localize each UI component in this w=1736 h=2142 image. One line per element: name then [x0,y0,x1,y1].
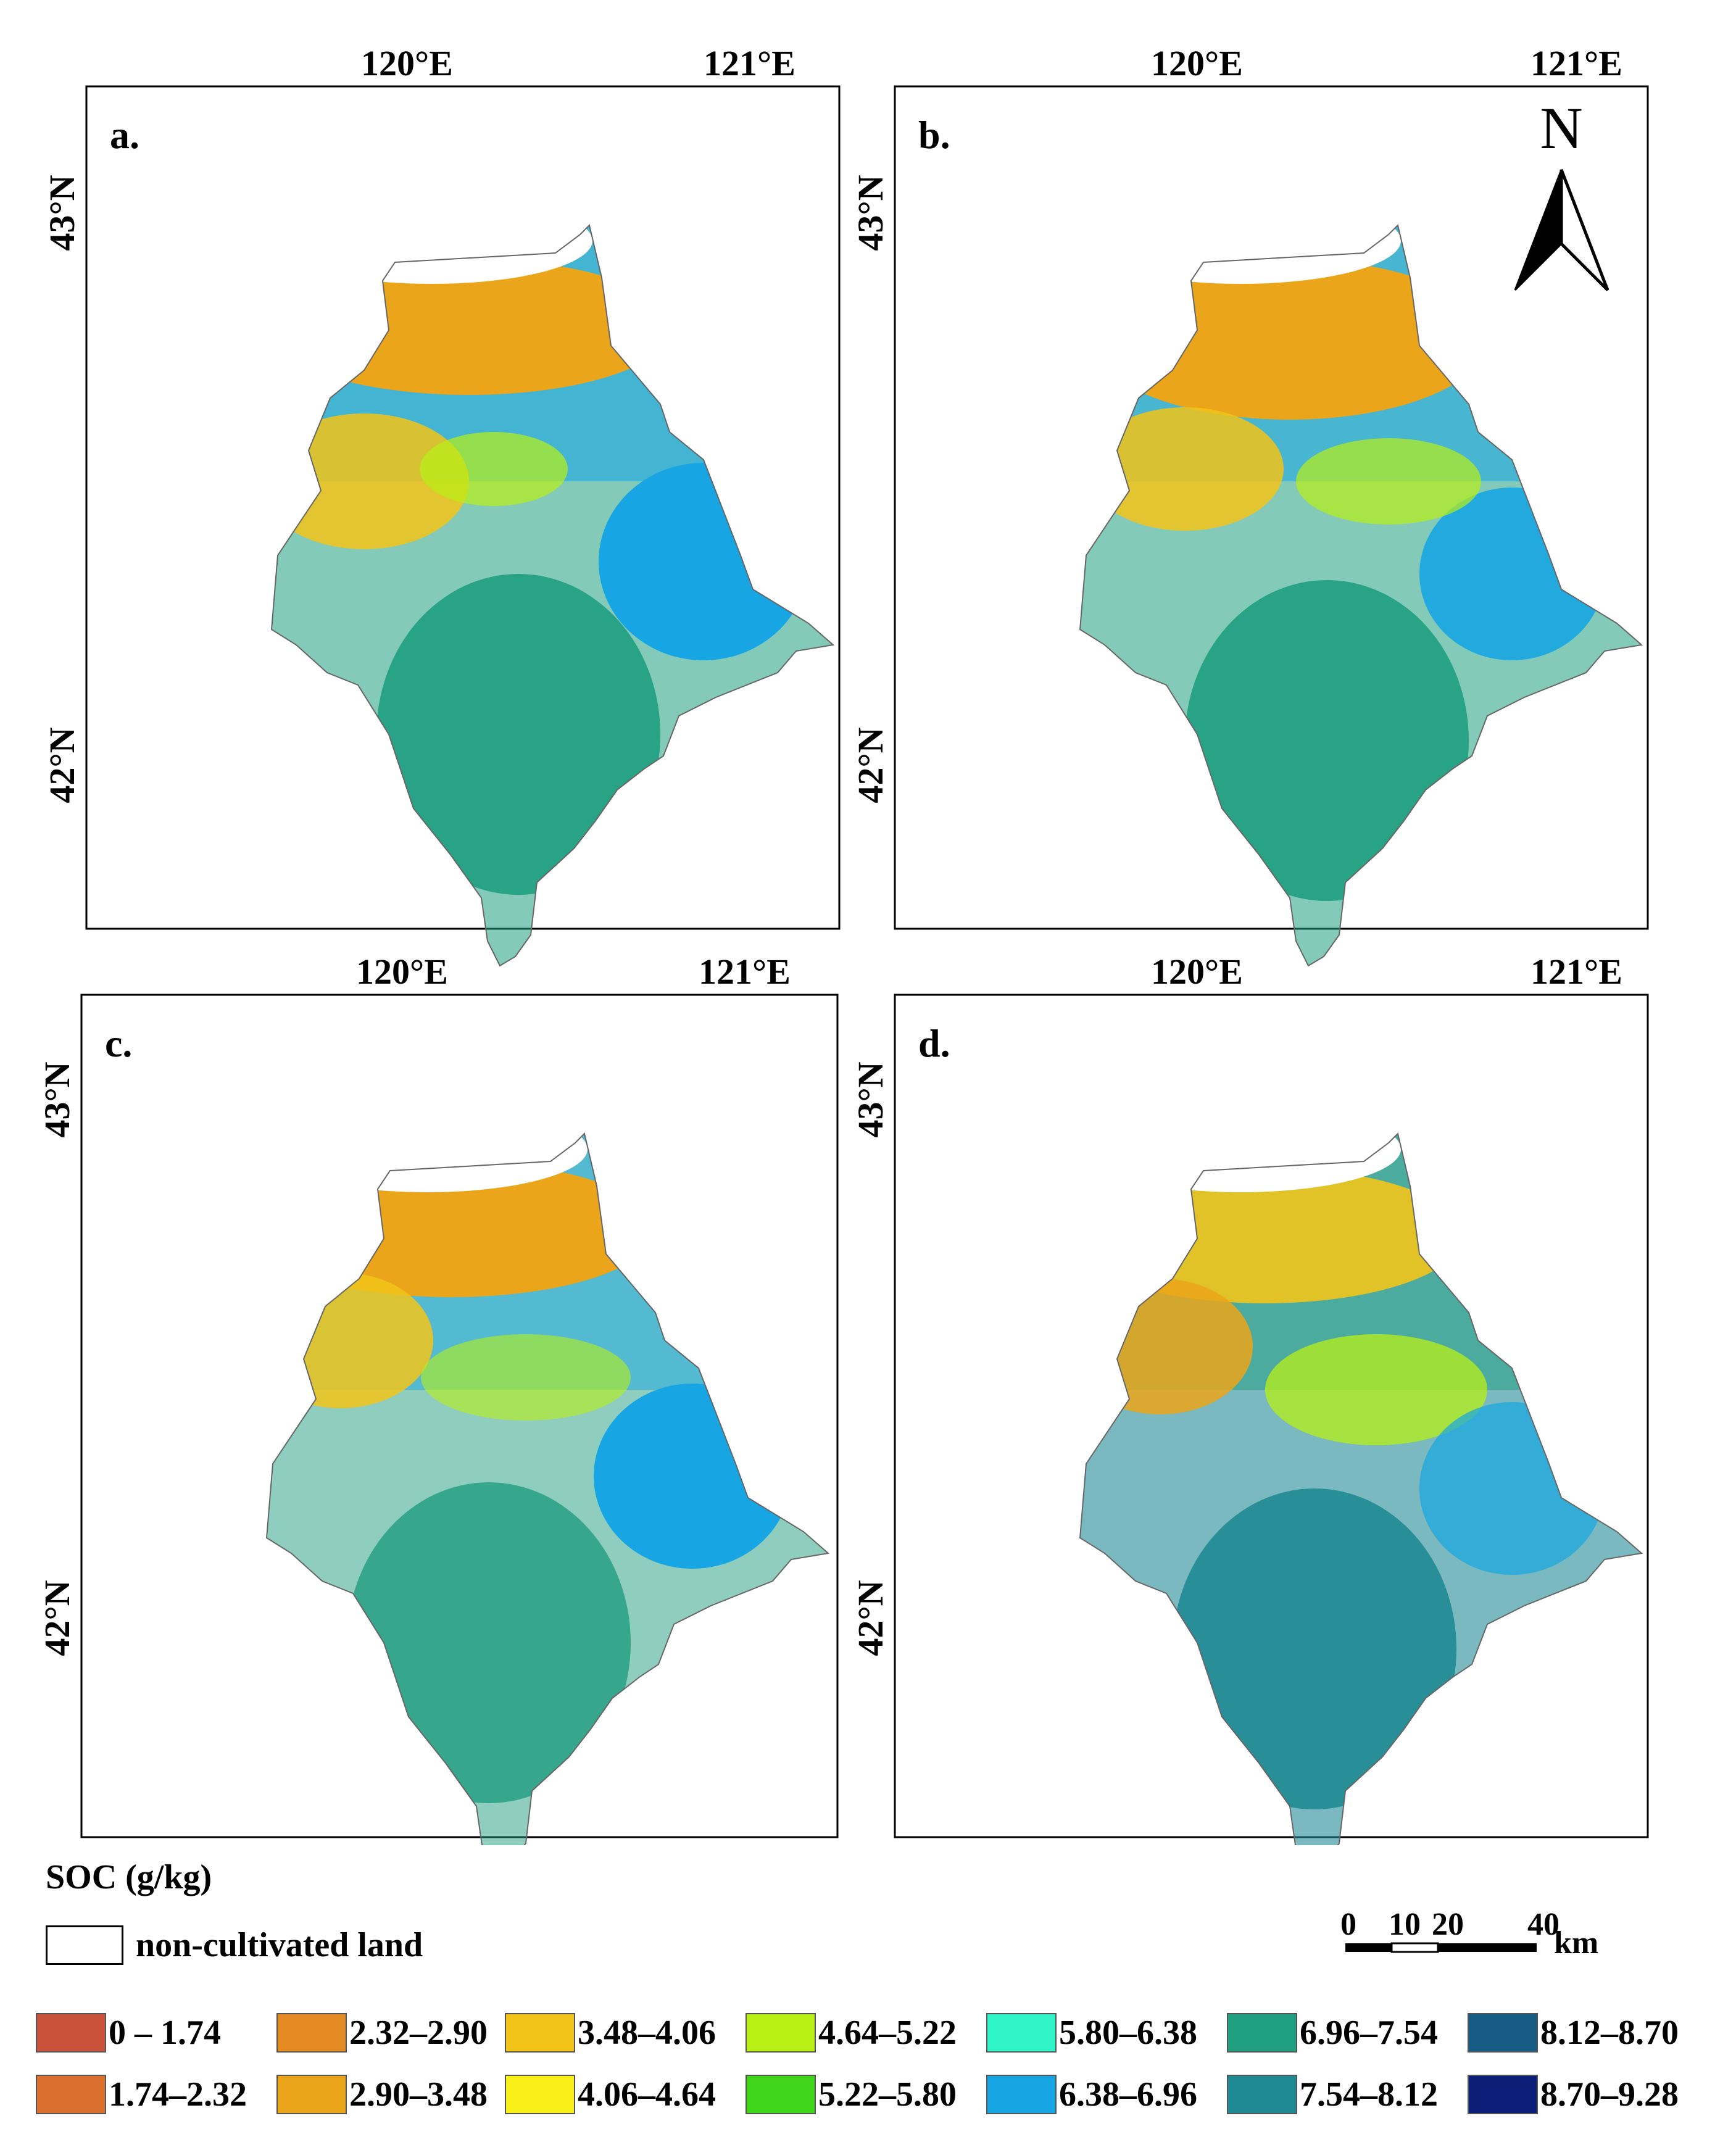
legend-class-swatch [1468,2075,1538,2114]
legend-class-label: 2.90–3.48 [349,2075,488,2114]
legend-title: SOC (g/kg) [46,1858,212,1896]
lon-label-120: 120°E [361,43,453,83]
lon-label-121: 121°E [1530,952,1622,992]
non-cultivated-swatch [46,1925,123,1965]
scale-seg-2 [1390,1942,1439,1953]
legend-class-item: 5.22–5.80 [745,2075,957,2114]
legend-class-item: 6.38–6.96 [986,2075,1197,2114]
legend-class-label: 4.06–4.64 [578,2075,716,2114]
panel-label: d. [918,1021,950,1065]
scale-unit: km [1554,1925,1598,1961]
legend-class-swatch [276,2013,347,2053]
panel-c: c. 120°E 121°E 43°N 42°N [37,952,839,1845]
legend-class-item: 6.96–7.54 [1227,2013,1438,2053]
panel-label: c. [105,1021,132,1065]
legend-classes: 0 – 1.74 1.74–2.32 2.32–2.90 2.90–3.48 3.48–… [36,2013,1727,2136]
lon-label-120: 120°E [1151,952,1243,992]
lon-label-120: 120°E [1151,43,1243,83]
legend-class-item: 3.48–4.06 [505,2013,716,2053]
scale-tick-10: 10 [1389,1907,1421,1942]
legend-class-label: 5.80–6.38 [1059,2014,1197,2052]
lat-label-42: 42°N [850,1580,891,1656]
panel-d: d. 120°E 121°E 43°N 42°N [850,952,1649,1845]
legend-class-item: 2.90–3.48 [276,2075,488,2114]
panel-a: a. 120°E 121°E 43°N 42°N [42,43,841,966]
legend-class-swatch [745,2075,816,2114]
scale-tick-0: 0 [1340,1907,1356,1942]
lat-label-43: 43°N [37,1061,77,1137]
legend-non-cultivated: non-cultivated land [46,1925,423,1965]
legend-class-swatch [505,2013,575,2053]
legend-class-item: 0 – 1.74 [36,2013,221,2053]
legend-class-label: 4.64–5.22 [818,2014,957,2052]
non-cultivated-label: non-cultivated land [136,1926,423,1964]
map-figure: a. 120°E 121°E 43°N 42°N b. 120°E 121°E … [37,43,1649,1845]
scale-tick-20: 20 [1432,1907,1464,1942]
legend-class-item: 2.32–2.90 [276,2013,488,2053]
lat-label-42: 42°N [850,727,891,803]
panel-b: b. 120°E 121°E 43°N 42°N N [850,43,1649,966]
lat-label-43: 43°N [42,175,82,251]
north-arrow-shape-right [1559,169,1609,291]
legend-class-swatch [276,2075,347,2114]
lon-label-121: 121°E [699,952,791,992]
scale-seg-3 [1438,1943,1537,1952]
legend-class-swatch [745,2013,816,2053]
legend-class-swatch [36,2013,106,2053]
legend-class-swatch [1227,2013,1297,2053]
legend-class-item: 8.12–8.70 [1468,2013,1679,2053]
legend-class-label: 1.74–2.32 [109,2075,247,2114]
scale-bar: 0 10 20 40 km [1340,1907,1598,1961]
legend-class-item: 1.74–2.32 [36,2075,247,2114]
legend-class-swatch [986,2075,1057,2114]
lat-label-42: 42°N [37,1580,77,1656]
legend-class-swatch [36,2075,106,2114]
panel-label: a. [110,113,139,157]
legend-class-item: 8.70–9.28 [1468,2075,1679,2114]
lon-label-120: 120°E [356,952,448,992]
legend-class-label: 2.32–2.90 [349,2014,488,2052]
legend-class-label: 6.38–6.96 [1059,2075,1197,2114]
legend-class-item: 4.06–4.64 [505,2075,716,2114]
lat-label-43: 43°N [850,175,891,251]
north-arrow-letter: N [1540,95,1582,161]
legend-class-swatch [1468,2013,1538,2053]
scale-tick-40: 40 [1527,1907,1559,1942]
north-arrow: N [1514,95,1609,291]
legend-class-swatch [986,2013,1057,2053]
lat-label-42: 42°N [42,727,82,803]
panel-label: b. [918,113,950,157]
scale-seg-1 [1345,1943,1392,1952]
legend-class-label: 8.12–8.70 [1540,2014,1679,2052]
legend-class-label: 3.48–4.06 [578,2014,716,2052]
legend-class-label: 7.54–8.12 [1300,2075,1438,2114]
legend-class-item: 4.64–5.22 [745,2013,957,2053]
legend-class-item: 7.54–8.12 [1227,2075,1438,2114]
lon-label-121: 121°E [704,43,795,83]
legend-class-label: 5.22–5.80 [818,2075,957,2114]
legend-class-label: 0 – 1.74 [109,2014,221,2052]
lat-label-43: 43°N [850,1061,891,1137]
legend-class-label: 6.96–7.54 [1300,2014,1438,2052]
legend-class-item: 5.80–6.38 [986,2013,1197,2053]
lon-label-121: 121°E [1530,43,1622,83]
legend-class-swatch [1227,2075,1297,2114]
legend-class-label: 8.70–9.28 [1540,2075,1679,2114]
legend-class-swatch [505,2075,575,2114]
